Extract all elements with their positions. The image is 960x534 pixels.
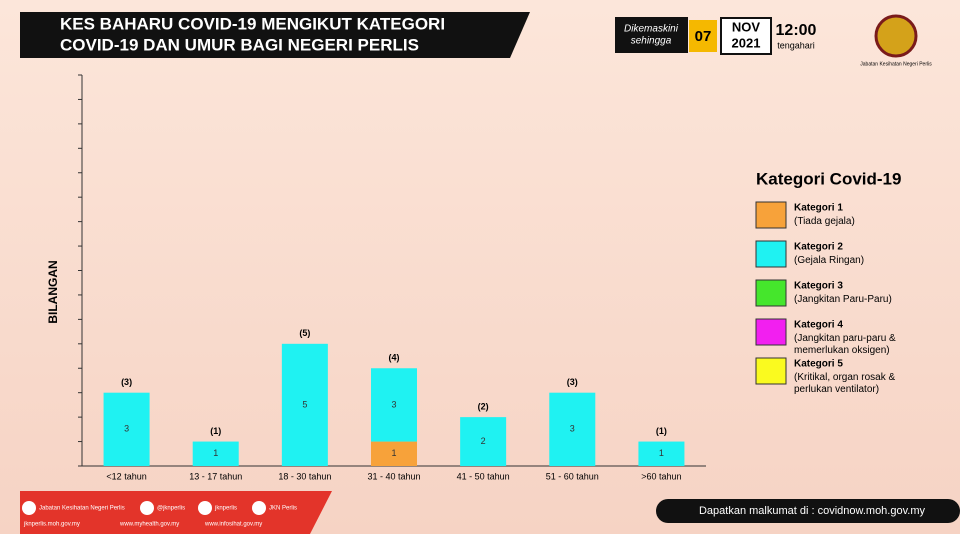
year: 2021: [732, 35, 761, 50]
updated-text: sehingga: [631, 36, 672, 47]
legend-name: Kategori 3: [794, 281, 843, 292]
social-text: JKN Perlis: [269, 506, 297, 512]
social-icon: [140, 501, 154, 515]
social-text: Jabatan Kesihatan Negeri Perlis: [39, 506, 125, 512]
segment-label: 5: [302, 399, 307, 409]
social-text: jknperlis: [214, 506, 237, 512]
social-text: @jknperlis: [157, 506, 185, 512]
bar-segment: [192, 441, 239, 466]
legend-description: (Kritikal, organ rosak & perlukan ventila…: [794, 372, 895, 395]
info-banner: [656, 499, 960, 523]
time: 12:00: [776, 22, 817, 39]
legend-description: (Jangkitan paru-paru & memerlukan oksigen…: [794, 333, 896, 356]
y-axis-label: BILANGAN: [46, 260, 60, 323]
logo-caption: Jabatan Kesihatan Negeri Perlis: [860, 61, 932, 67]
segment-label: 1: [391, 448, 396, 458]
legend-swatch: [755, 279, 787, 307]
total-label: (5): [299, 328, 310, 338]
segment-label: 3: [391, 399, 396, 409]
logo: [874, 14, 918, 58]
total-label: (3): [567, 377, 578, 387]
bar-segment: [371, 441, 417, 466]
legend-description: (Tiada gejala): [794, 216, 855, 227]
legend-title: Kategori Covid-19: [756, 169, 901, 188]
total-label: (1): [210, 426, 221, 436]
legend-name: Kategori 2: [794, 242, 843, 253]
bar-segment: [281, 343, 328, 466]
x-tick-label: 51 - 60 tahun: [546, 471, 599, 481]
bar-segment: [549, 392, 596, 466]
bar-segment: [103, 392, 150, 466]
social-icon: [22, 501, 36, 515]
title: COVID-19 DAN UMUR BAGI NEGERI PERLIS: [60, 35, 419, 54]
total-label: (3): [121, 377, 132, 387]
x-tick-label: 18 - 30 tahun: [278, 471, 331, 481]
x-tick-label: 13 - 17 tahun: [189, 471, 242, 481]
x-tick-label: 31 - 40 tahun: [367, 471, 420, 481]
legend-description-line: perlukan ventilator): [794, 384, 879, 395]
day-box: [689, 20, 717, 52]
legend-swatch: [755, 201, 787, 229]
legend-swatch: [755, 357, 787, 385]
updated-box: [615, 17, 688, 53]
legend-description: (Gejala Ringan): [794, 255, 864, 266]
legend-description-line: (Tiada gejala): [794, 216, 855, 227]
site: jknperlis.moh.gov.my: [23, 522, 80, 528]
updated-text: Dikemaskini: [624, 24, 679, 35]
social-icon: [198, 501, 212, 515]
legend-description-line: (Jangkitan paru-paru &: [794, 333, 896, 344]
legend-name: Kategori 1: [794, 203, 843, 214]
info: Dapatkan malkumat di : covidnow.moh.gov.…: [699, 505, 926, 517]
total-label: (2): [478, 402, 489, 412]
x-tick-label: >60 tahun: [641, 471, 681, 481]
title-banner: [20, 12, 530, 58]
legend-swatch: [755, 240, 787, 268]
month: NOV: [732, 19, 761, 34]
legend-swatch: [755, 318, 787, 346]
day: 07: [695, 28, 712, 45]
legend-description-line: (Jangkitan Paru-Paru): [794, 294, 892, 305]
legend-description-line: (Gejala Ringan): [794, 255, 864, 266]
segment-label: 3: [124, 424, 129, 434]
site: www.myhealth.gov.my: [119, 522, 179, 528]
bar-segment: [460, 417, 507, 466]
time-note: tengahari: [777, 40, 815, 50]
x-tick-label: 41 - 50 tahun: [457, 471, 510, 481]
legend-description-line: memerlukan oksigen): [794, 345, 890, 356]
date-box: [720, 17, 772, 55]
segment-label: 3: [570, 424, 575, 434]
footer-banner: [20, 491, 332, 534]
legend-description: (Jangkitan Paru-Paru): [794, 294, 892, 305]
bar-segment: [638, 441, 685, 466]
social-icon: [252, 501, 266, 515]
segment-label: 1: [659, 448, 664, 458]
legend-name: Kategori 4: [794, 320, 843, 331]
legend-description-line: (Kritikal, organ rosak &: [794, 372, 895, 383]
segment-label: 2: [481, 436, 486, 446]
bar-segment: [371, 368, 417, 442]
legend-name: Kategori 5: [794, 359, 843, 370]
segment-label: 1: [213, 448, 218, 458]
total-label: (1): [656, 426, 667, 436]
total-label: (4): [389, 353, 400, 363]
site: www.infosihat.gov.my: [204, 522, 262, 528]
title: KES BAHARU COVID-19 MENGIKUT KATEGORI: [60, 14, 445, 33]
x-tick-label: <12 tahun: [106, 471, 146, 481]
